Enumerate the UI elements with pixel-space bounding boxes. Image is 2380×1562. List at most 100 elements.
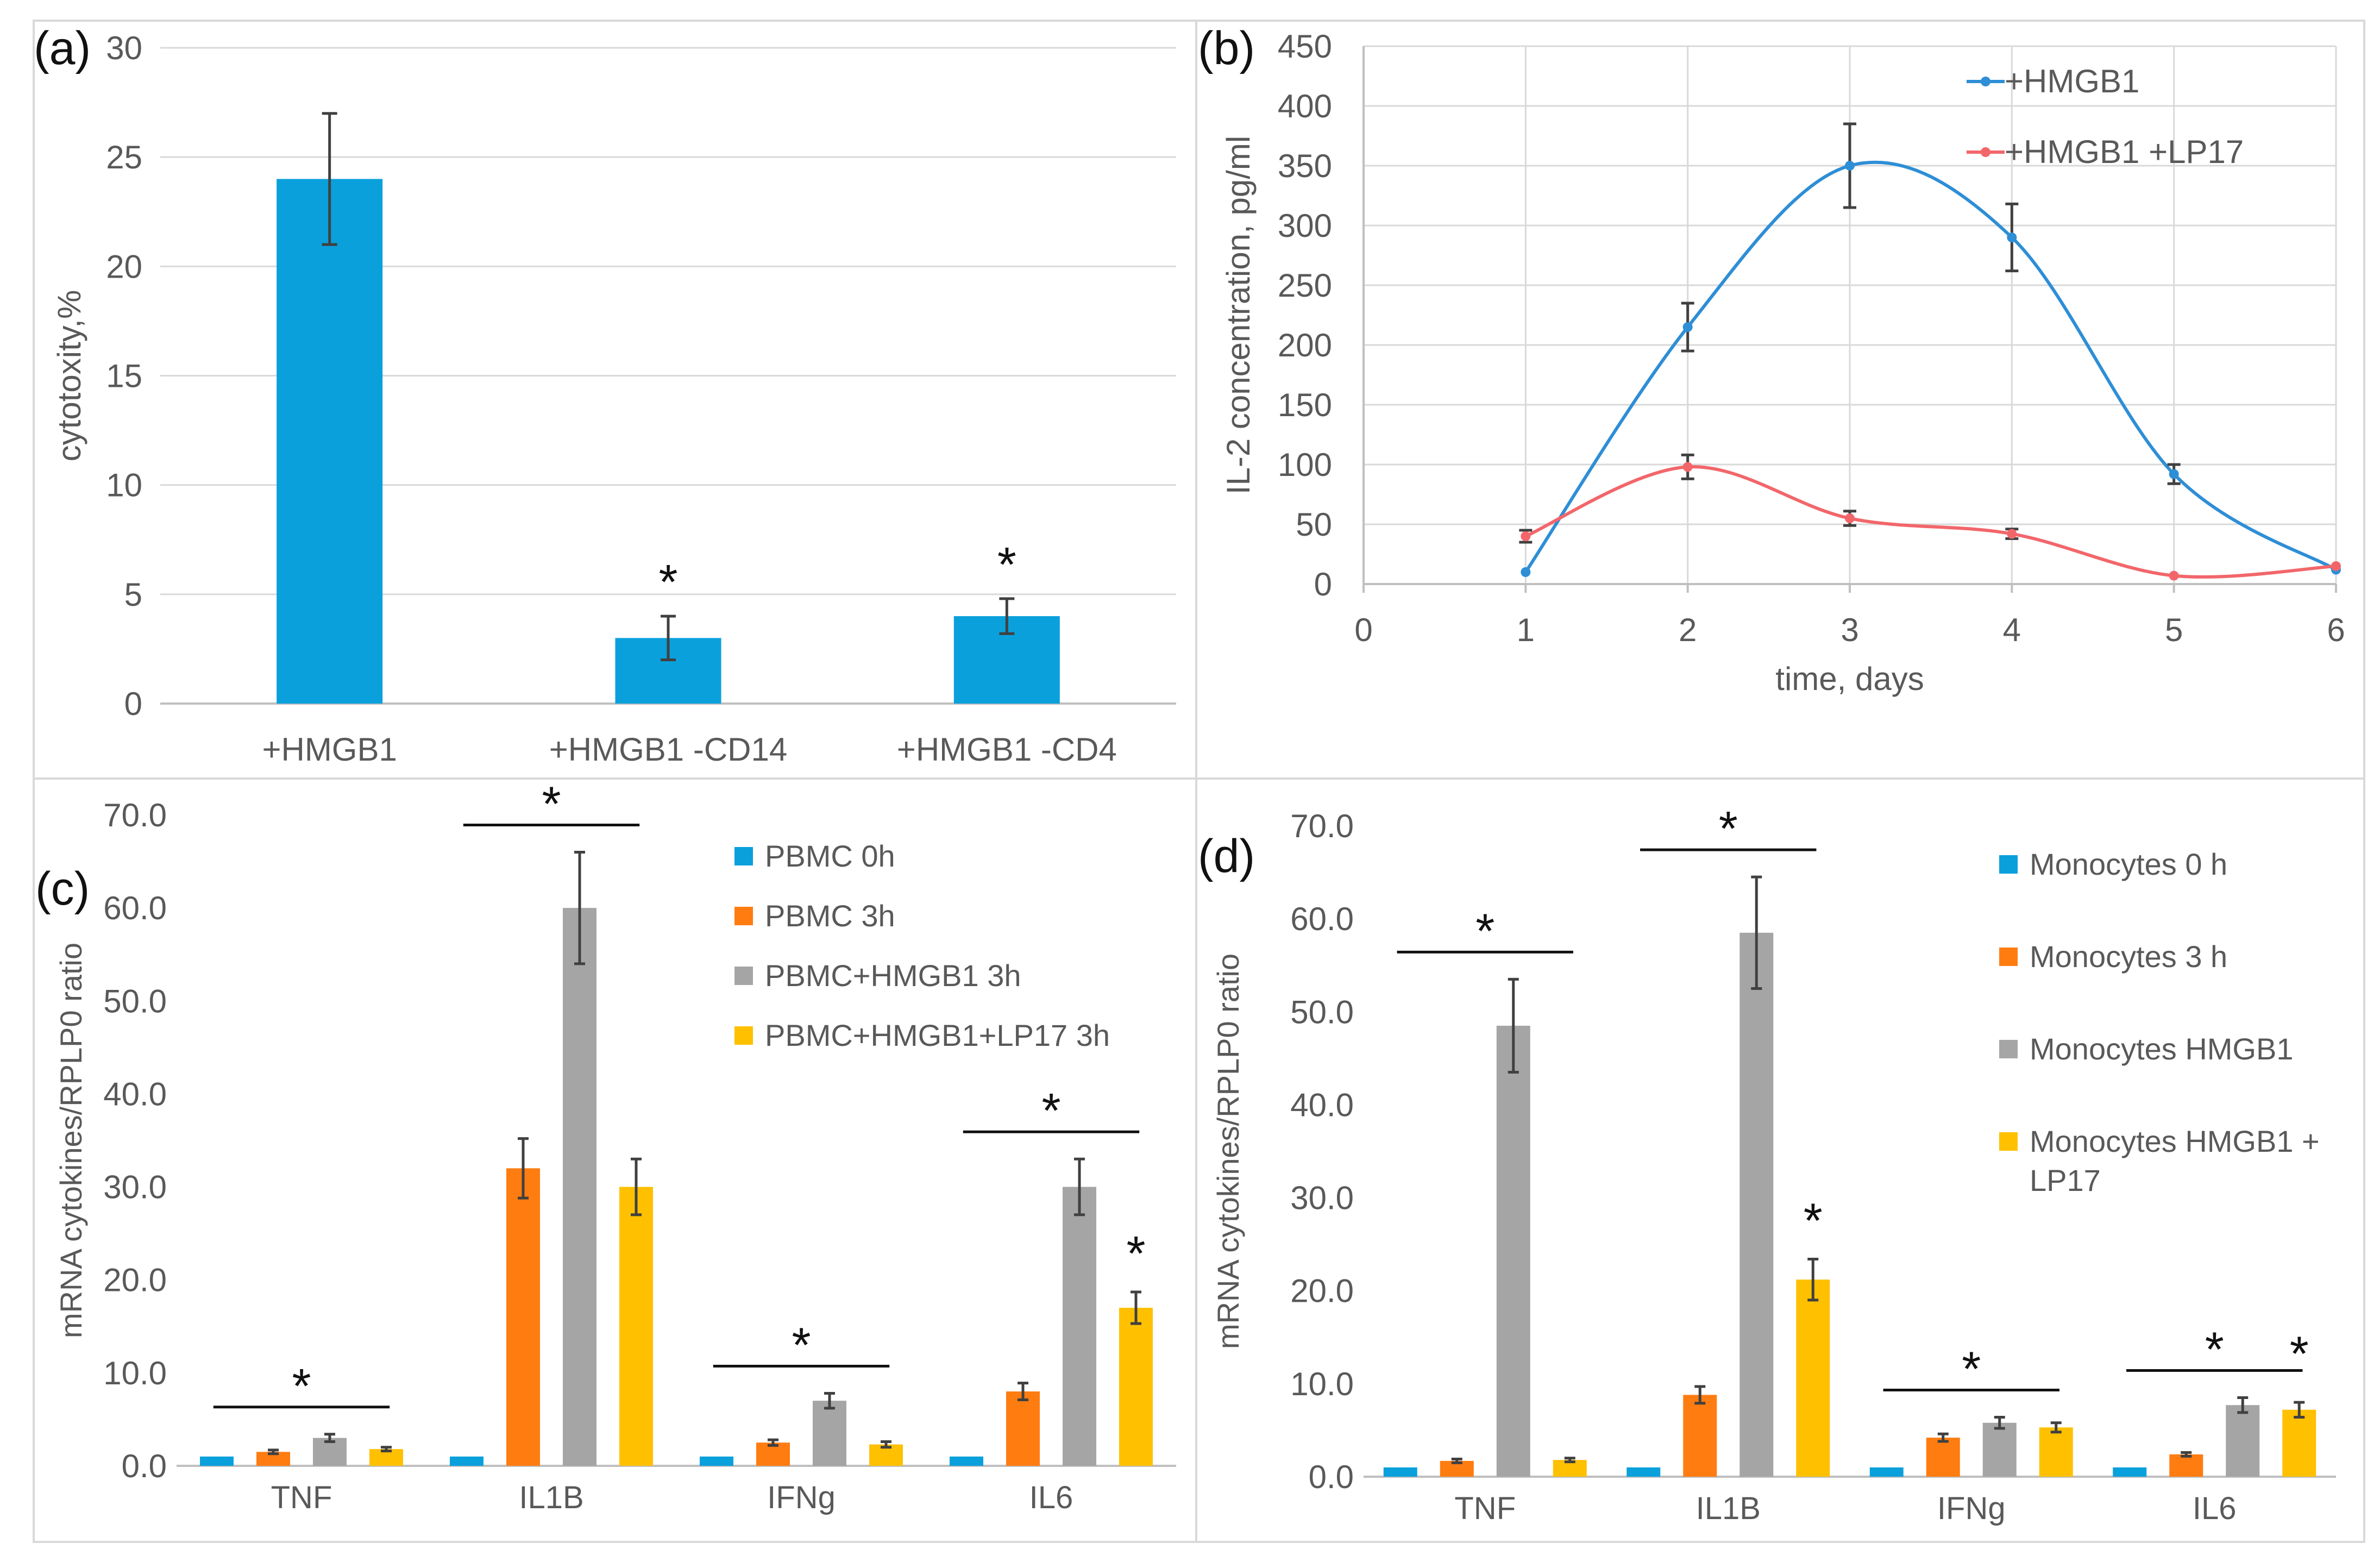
error-bar bbox=[881, 1440, 891, 1449]
x-category-label: IL6 bbox=[2193, 1491, 2237, 1526]
significance-star: * bbox=[2205, 1323, 2224, 1377]
data-point bbox=[1682, 322, 1693, 332]
y-tick-label: 350 bbox=[1278, 148, 1332, 184]
bar bbox=[277, 179, 383, 704]
error-bar bbox=[574, 850, 585, 965]
y-tick-label: 30.0 bbox=[1290, 1180, 1354, 1216]
x-category-label: IFNg bbox=[767, 1480, 836, 1515]
bar bbox=[1006, 1391, 1040, 1466]
y-tick-label: 0.0 bbox=[122, 1448, 167, 1484]
legend-swatch bbox=[1999, 1040, 2018, 1058]
panel-a-label: (a) bbox=[34, 22, 91, 74]
legend-swatch bbox=[734, 847, 753, 865]
bar bbox=[1496, 1025, 1530, 1477]
legend-label: +HMGB1 bbox=[2005, 63, 2139, 99]
legend-label: Monocytes HMGB1 bbox=[2030, 1032, 2294, 1066]
legend-swatch bbox=[1999, 855, 2018, 874]
x-category-label: TNF bbox=[1454, 1491, 1516, 1526]
legend-swatch bbox=[1999, 1132, 2018, 1151]
error-bar bbox=[2237, 1396, 2249, 1414]
data-point bbox=[1521, 567, 1531, 577]
y-tick-label: 0 bbox=[1314, 566, 1332, 603]
panel-b: (b) 0 50 100 150 200 250 300 350 400 450 0 1 2 3 4 5 6 IL-… bbox=[1195, 20, 2365, 780]
x-category-label: +HMGB1 bbox=[262, 731, 397, 768]
significance-star: * bbox=[542, 777, 561, 831]
bar bbox=[619, 1187, 653, 1466]
error-bar bbox=[2294, 1401, 2305, 1419]
y-tick-label: 50.0 bbox=[1290, 994, 1354, 1030]
bar bbox=[450, 1456, 483, 1466]
y-tick-label: 0.0 bbox=[1309, 1459, 1354, 1495]
y-tick-label: 300 bbox=[1278, 208, 1332, 244]
data-point bbox=[2169, 469, 2179, 479]
error-bar bbox=[2181, 1451, 2192, 1458]
bar bbox=[1796, 1279, 1830, 1477]
error-bar bbox=[1694, 1385, 1706, 1405]
legend-marker bbox=[1981, 77, 1990, 86]
bar bbox=[1982, 1422, 2017, 1477]
error-bar bbox=[1131, 1290, 1141, 1325]
legend-label: Monocytes HMGB1 + LP17 bbox=[2030, 1124, 2320, 1197]
error-bar bbox=[631, 1157, 642, 1216]
x-category-label: +HMGB1 -CD14 bbox=[549, 731, 787, 768]
significance-star: * bbox=[1475, 904, 1494, 958]
error-bar bbox=[1994, 1415, 2005, 1430]
legend-marker bbox=[1981, 147, 1990, 157]
error-bar bbox=[768, 1438, 778, 1447]
bar bbox=[200, 1456, 234, 1466]
panel-a: (a) 0 5 10 15 20 25 30 cytotoxity,% +HMGB1 +HMGB1 … bbox=[33, 20, 1197, 780]
legend-label: PBMC 3h bbox=[765, 899, 895, 933]
y-tick-label: 30.0 bbox=[103, 1169, 167, 1206]
y-tick-label: 70.0 bbox=[1290, 808, 1354, 844]
error-bar bbox=[381, 1446, 392, 1453]
x-tick-label: 2 bbox=[1679, 612, 1697, 648]
data-point bbox=[1682, 462, 1693, 472]
bar bbox=[1119, 1308, 1153, 1466]
error-bar bbox=[1564, 1457, 1575, 1464]
significance-star: * bbox=[1804, 1194, 1823, 1249]
legend-label: Monocytes 3 h bbox=[2030, 939, 2227, 974]
y-tick-label: 15 bbox=[106, 358, 142, 394]
y-tick-label: 150 bbox=[1278, 387, 1332, 423]
y-tick-label: 70.0 bbox=[103, 797, 167, 833]
legend-label: +HMGB1 +LP17 bbox=[2005, 134, 2244, 170]
legend-label: PBMC+HMGB1 3h bbox=[765, 958, 1021, 993]
error-bar bbox=[1508, 977, 1519, 1074]
y-tick-label: 200 bbox=[1278, 327, 1332, 363]
bar bbox=[563, 908, 596, 1466]
bar bbox=[1063, 1187, 1096, 1466]
bar bbox=[1740, 932, 1774, 1477]
data-point bbox=[2169, 570, 2179, 581]
y-tick-label: 60.0 bbox=[1290, 901, 1354, 937]
y-tick-label: 10.0 bbox=[1290, 1366, 1354, 1402]
bar bbox=[1383, 1467, 1417, 1477]
error-bar bbox=[999, 597, 1015, 635]
y-axis-label: mRNA cytokines/RPLP0 ratio bbox=[1211, 953, 1245, 1349]
panel-d: (d) 0.0 10.0 20.0 30.0 40.0 50.0 60.0 70.0 mRNA c… bbox=[1195, 777, 2365, 1543]
y-tick-label: 60.0 bbox=[103, 890, 167, 926]
significance-star: * bbox=[1962, 1342, 1981, 1396]
legend-label: Monocytes 0 h bbox=[2030, 847, 2227, 881]
bar bbox=[2113, 1467, 2147, 1477]
error-bar bbox=[268, 1448, 279, 1456]
error-bar bbox=[1018, 1382, 1028, 1401]
error-bar bbox=[322, 112, 337, 246]
legend-swatch bbox=[1999, 948, 2018, 966]
data-point bbox=[2007, 233, 2017, 242]
bar bbox=[506, 1168, 540, 1466]
bar bbox=[2226, 1405, 2260, 1477]
error-bar bbox=[518, 1137, 529, 1200]
legend-swatch bbox=[734, 907, 753, 925]
data-point bbox=[1845, 513, 1855, 523]
y-tick-label: 50 bbox=[1296, 506, 1332, 543]
bar bbox=[700, 1456, 733, 1466]
x-tick-label: 3 bbox=[1841, 612, 1858, 648]
error-bar bbox=[1074, 1157, 1085, 1216]
y-tick-label: 40.0 bbox=[1290, 1087, 1354, 1123]
data-point bbox=[2007, 529, 2017, 539]
bar bbox=[2039, 1427, 2073, 1477]
significance-star: * bbox=[997, 538, 1016, 592]
error-bar bbox=[1451, 1457, 1462, 1464]
y-tick-label: 30 bbox=[106, 30, 142, 66]
